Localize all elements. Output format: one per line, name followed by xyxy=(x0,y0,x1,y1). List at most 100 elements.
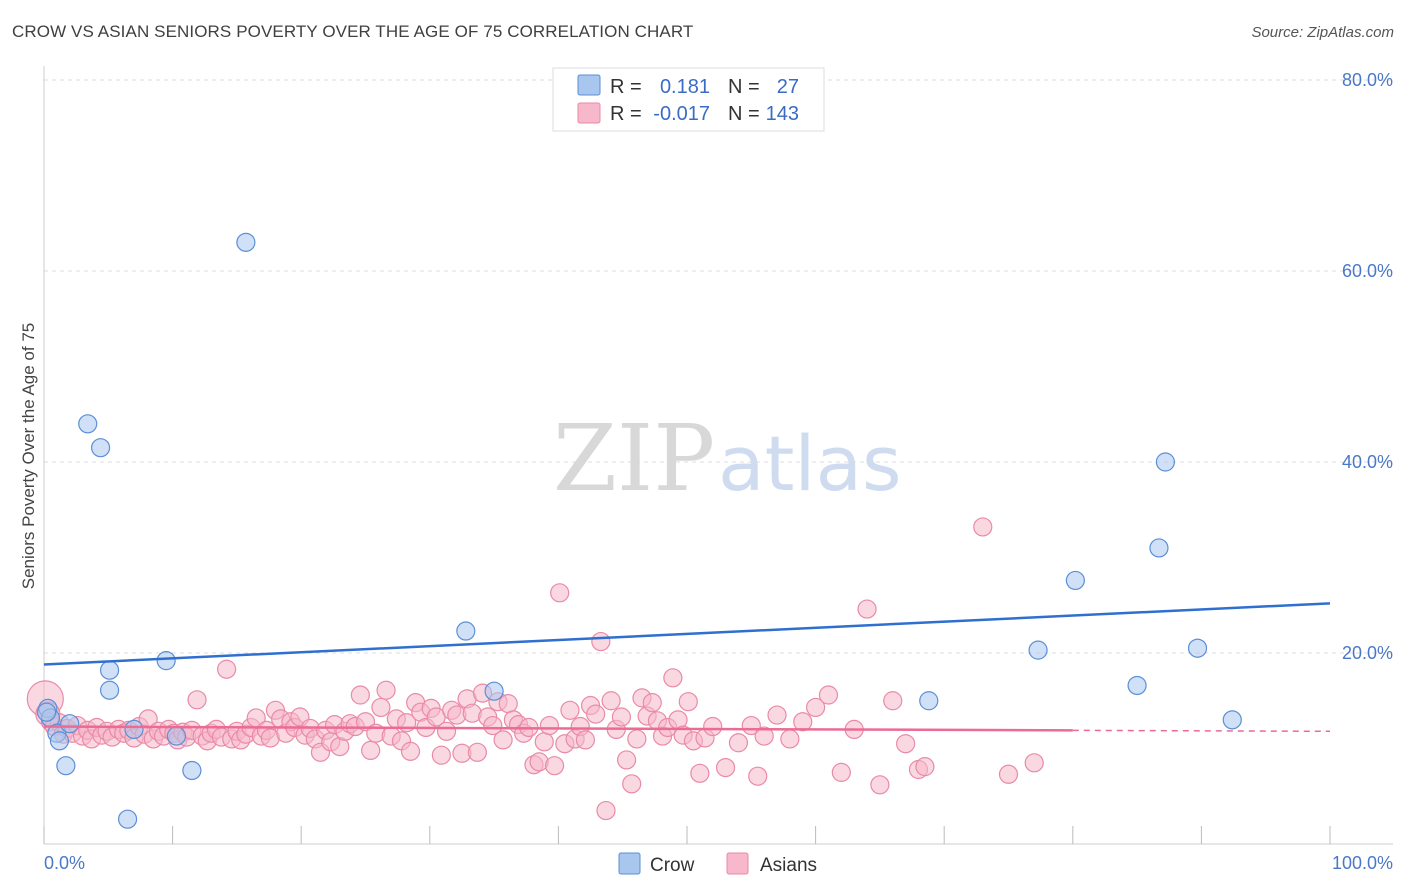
asian-point xyxy=(361,740,381,761)
asian-point xyxy=(998,764,1019,784)
asian-point xyxy=(560,700,580,720)
asian-point xyxy=(748,766,768,786)
asian-point xyxy=(703,716,723,737)
asian-point xyxy=(915,757,935,777)
crow-point xyxy=(919,691,939,711)
crow-point xyxy=(182,760,202,781)
asian-point xyxy=(678,692,698,712)
crow-point xyxy=(156,651,176,671)
asians-trend-line xyxy=(43,725,1073,732)
asian-point xyxy=(539,715,559,736)
asian-point xyxy=(376,680,396,700)
trend-lines xyxy=(43,602,1331,733)
crow-swatch-icon xyxy=(577,74,601,96)
asian-point xyxy=(883,691,903,711)
y-tick-label: 40.0% xyxy=(1342,452,1393,472)
asians-r-label: R = xyxy=(610,103,642,125)
asian-point xyxy=(534,732,554,752)
crow-point xyxy=(99,680,120,700)
crow-point xyxy=(456,621,476,641)
chart-title: CROW VS ASIAN SENIORS POVERTY OVER THE A… xyxy=(12,22,694,41)
asian-point xyxy=(371,697,391,718)
asian-point xyxy=(622,774,642,794)
axes xyxy=(43,66,1393,845)
y-tick-label: 20.0% xyxy=(1342,643,1393,663)
asian-point xyxy=(483,715,503,736)
asian-point xyxy=(642,693,662,713)
asian-point xyxy=(1024,753,1044,773)
bottom-legend: Crow Asians xyxy=(618,852,817,876)
y-axis-label: Seniors Poverty Over the Age of 75 xyxy=(19,323,38,589)
legend-crow-icon xyxy=(618,852,641,875)
asian-point xyxy=(767,705,787,725)
crow-point xyxy=(236,232,256,252)
crow-n-label: N = xyxy=(728,76,760,98)
asian-point xyxy=(350,685,370,705)
asian-point xyxy=(793,712,813,732)
watermark-atlas: atlas xyxy=(718,419,902,508)
watermark-zip: ZIP xyxy=(553,405,715,512)
asian-point xyxy=(586,704,606,724)
asian-point xyxy=(591,631,611,652)
asian-point xyxy=(728,733,749,753)
y-tick-label: 60.0% xyxy=(1342,261,1393,281)
asian-point xyxy=(611,707,632,727)
legend-asians-label: Asians xyxy=(760,855,817,876)
asian-point xyxy=(596,800,616,821)
y-tick-label: 80.0% xyxy=(1342,70,1393,90)
legend-crow-label: Crow xyxy=(650,855,695,876)
asian-point xyxy=(831,762,851,782)
asian-point xyxy=(217,659,237,679)
asian-point xyxy=(498,694,518,714)
crow-point xyxy=(1028,640,1048,660)
asian-point xyxy=(663,668,683,688)
crow-point xyxy=(36,702,57,722)
crow-point xyxy=(99,660,120,680)
crow-points xyxy=(36,232,1242,829)
asian-point xyxy=(436,721,457,741)
crow-point xyxy=(484,681,504,701)
asian-point xyxy=(616,750,637,770)
grid-lines xyxy=(44,79,1393,654)
crow-point xyxy=(1222,710,1242,730)
asians-r-value: -0.017 xyxy=(653,103,710,125)
asian-point xyxy=(818,685,839,705)
asian-point xyxy=(400,741,421,761)
asians-swatch-icon xyxy=(577,102,601,124)
asian-point xyxy=(493,730,513,750)
asian-point xyxy=(627,729,647,749)
asian-point xyxy=(601,691,621,711)
asian-point xyxy=(857,599,877,619)
asian-points xyxy=(26,517,1044,821)
crow-r-label: R = xyxy=(610,76,642,98)
legend-asians-icon xyxy=(726,852,749,875)
asian-point xyxy=(715,757,736,778)
asian-point xyxy=(550,583,570,603)
crow-point xyxy=(1149,538,1169,558)
asian-point xyxy=(431,745,451,765)
asian-point xyxy=(690,763,710,783)
asian-point xyxy=(575,730,596,750)
crow-point xyxy=(56,756,76,776)
crow-n-value: 27 xyxy=(777,76,799,98)
x-tick-label-max: 100.0% xyxy=(1332,853,1393,873)
crow-trend-line xyxy=(43,602,1331,666)
asian-point xyxy=(870,775,890,795)
asian-point xyxy=(973,517,993,537)
top-legend: R = 0.181 N = 27 R = -0.017 N = 143 xyxy=(552,67,825,132)
asian-point xyxy=(896,734,916,754)
x-tick-label-min: 0.0% xyxy=(44,853,85,873)
asian-point xyxy=(467,742,487,762)
asian-point xyxy=(780,729,800,749)
crow-r-value: 0.181 xyxy=(660,76,710,98)
asians-trend-line-extension xyxy=(1072,729,1331,733)
source-credit: Source: ZipAtlas.com xyxy=(1251,24,1394,41)
crow-point xyxy=(1187,638,1208,658)
crow-point xyxy=(1065,570,1085,591)
asian-point xyxy=(544,756,565,776)
crow-point xyxy=(1127,675,1147,696)
crow-point xyxy=(78,414,98,434)
y-tick-labels: 20.0% 40.0% 60.0% 80.0% xyxy=(1342,70,1393,663)
crow-point xyxy=(1155,452,1175,472)
